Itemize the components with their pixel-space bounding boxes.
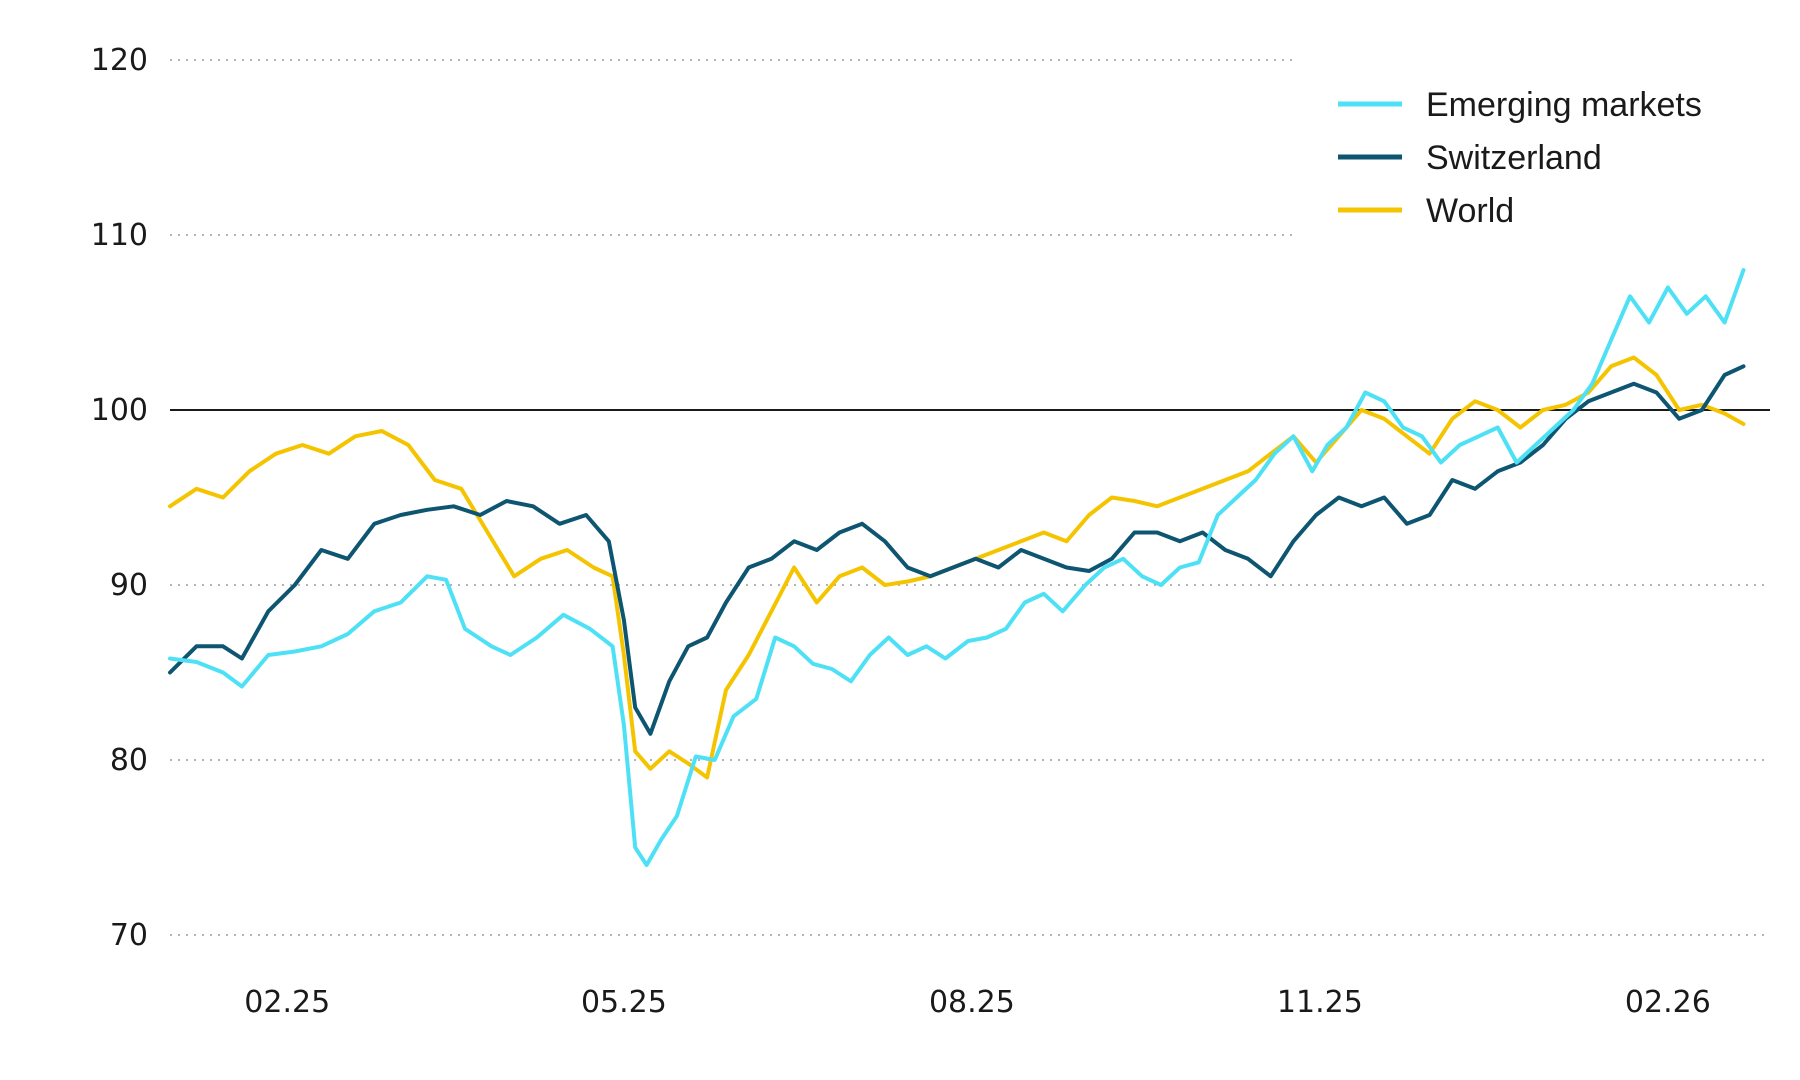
y-axis: 70 80 90 100 110 120 <box>91 43 148 953</box>
series-line-emerging-markets <box>168 268 1746 867</box>
legend-label-emerging-markets: Emerging markets <box>1426 86 1702 124</box>
series-lines <box>168 268 1746 867</box>
y-tick-label: 110 <box>91 218 148 253</box>
x-tick-label: 02.25 <box>244 985 330 1020</box>
legend-label-switzerland: Switzerland <box>1426 139 1602 177</box>
x-tick-label: 11.25 <box>1277 985 1363 1020</box>
y-tick-label: 80 <box>110 743 148 778</box>
y-tick-label: 120 <box>91 43 148 78</box>
y-tick-label: 100 <box>91 393 148 428</box>
grid-lines <box>170 59 1770 936</box>
y-tick-label: 70 <box>110 918 148 953</box>
x-tick-label: 08.25 <box>929 985 1015 1020</box>
x-tick-label: 02.26 <box>1625 985 1711 1020</box>
series-line-switzerland <box>168 364 1746 736</box>
x-tick-label: 05.25 <box>581 985 667 1020</box>
y-tick-label: 90 <box>110 568 148 603</box>
legend: Emerging markets Switzerland World <box>1338 86 1702 230</box>
x-axis: 02.25 05.25 08.25 11.25 02.26 <box>244 985 1711 1020</box>
legend-label-world: World <box>1426 192 1514 230</box>
